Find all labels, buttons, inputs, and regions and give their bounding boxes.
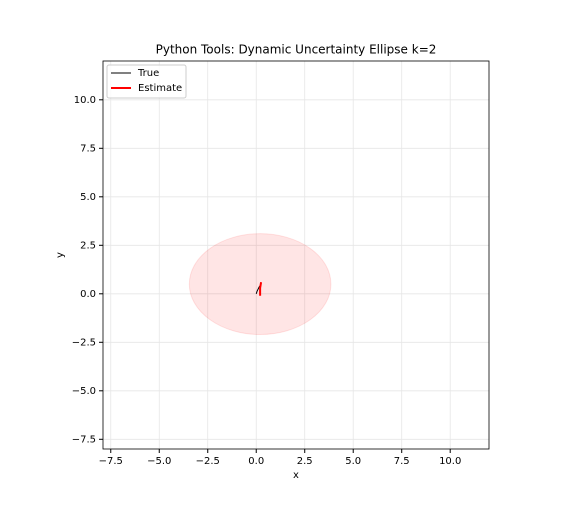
y-tick-label: 2.5 (80, 240, 96, 251)
x-tick-label: −2.5 (196, 456, 220, 467)
y-tick-label: 7.5 (80, 143, 96, 154)
x-tick-label: 7.5 (394, 456, 410, 467)
x-tick-label: −7.5 (99, 456, 123, 467)
x-tick-label: −5.0 (147, 456, 171, 467)
y-tick-label: −5.0 (72, 386, 96, 397)
y-tick-label: 0.0 (80, 289, 96, 300)
x-tick-label: 10.0 (439, 456, 461, 467)
y-axis-label: y (55, 252, 66, 258)
x-tick-label: 0.0 (248, 456, 264, 467)
x-axis-label: x (293, 470, 299, 481)
series-line (259, 281, 263, 296)
y-tick-label: 10.0 (74, 95, 96, 106)
chart-title: Python Tools: Dynamic Uncertainty Ellips… (156, 43, 437, 57)
legend-label: Estimate (138, 83, 182, 94)
y-tick-label: −7.5 (72, 434, 96, 445)
y-tick-label: −2.5 (72, 337, 96, 348)
x-tick-label: 5.0 (345, 456, 361, 467)
x-tick-label: 2.5 (297, 456, 313, 467)
y-tick-label: 5.0 (80, 192, 96, 203)
legend-label: True (137, 68, 159, 79)
plot-frame (102, 60, 490, 450)
